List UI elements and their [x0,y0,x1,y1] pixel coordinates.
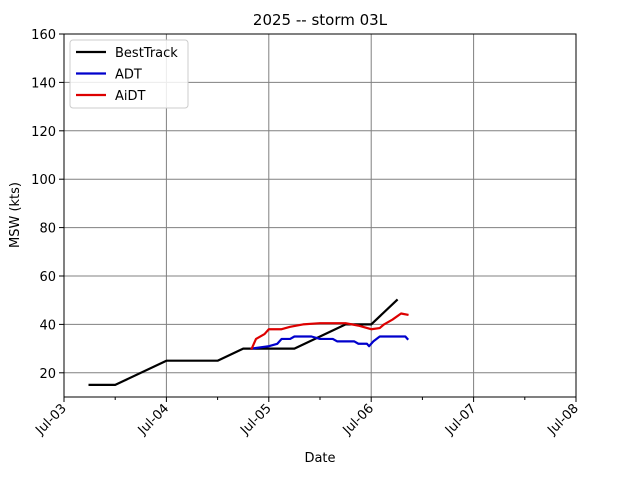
chart-title: 2025 -- storm 03L [253,11,388,29]
x-tick-label: Jul-06 [340,401,377,438]
x-tick-label: Jul-05 [237,401,274,438]
y-tick-label: 80 [39,222,56,237]
legend-label-adt: ADT [115,68,142,83]
x-tick-label: Jul-07 [442,401,479,438]
y-tick-label: 40 [39,318,56,333]
legend-box [69,39,189,109]
y-tick-label: 20 [39,367,56,382]
legend: BestTrack ADT AiDT [69,39,189,109]
y-axis-label: MSW (kts) [8,182,23,248]
series-line-aidt [250,312,409,351]
series-lines [88,298,410,386]
series-line-adt [250,335,410,350]
y-tick-label: 60 [39,270,56,285]
y-tick-label: 120 [31,125,56,140]
x-tick-label: Jul-08 [544,401,581,438]
y-tick-label: 100 [31,173,56,188]
x-tick-label: Jul-04 [135,401,172,438]
y-tick-label: 140 [31,76,56,91]
series-line-besttrack [88,298,399,386]
legend-label-besttrack: BestTrack [115,46,178,61]
x-axis-label: Date [304,451,335,466]
legend-label-aidt: AiDT [115,89,146,104]
y-tick-label: 160 [31,28,56,43]
x-tick-label: Jul-03 [32,401,69,438]
